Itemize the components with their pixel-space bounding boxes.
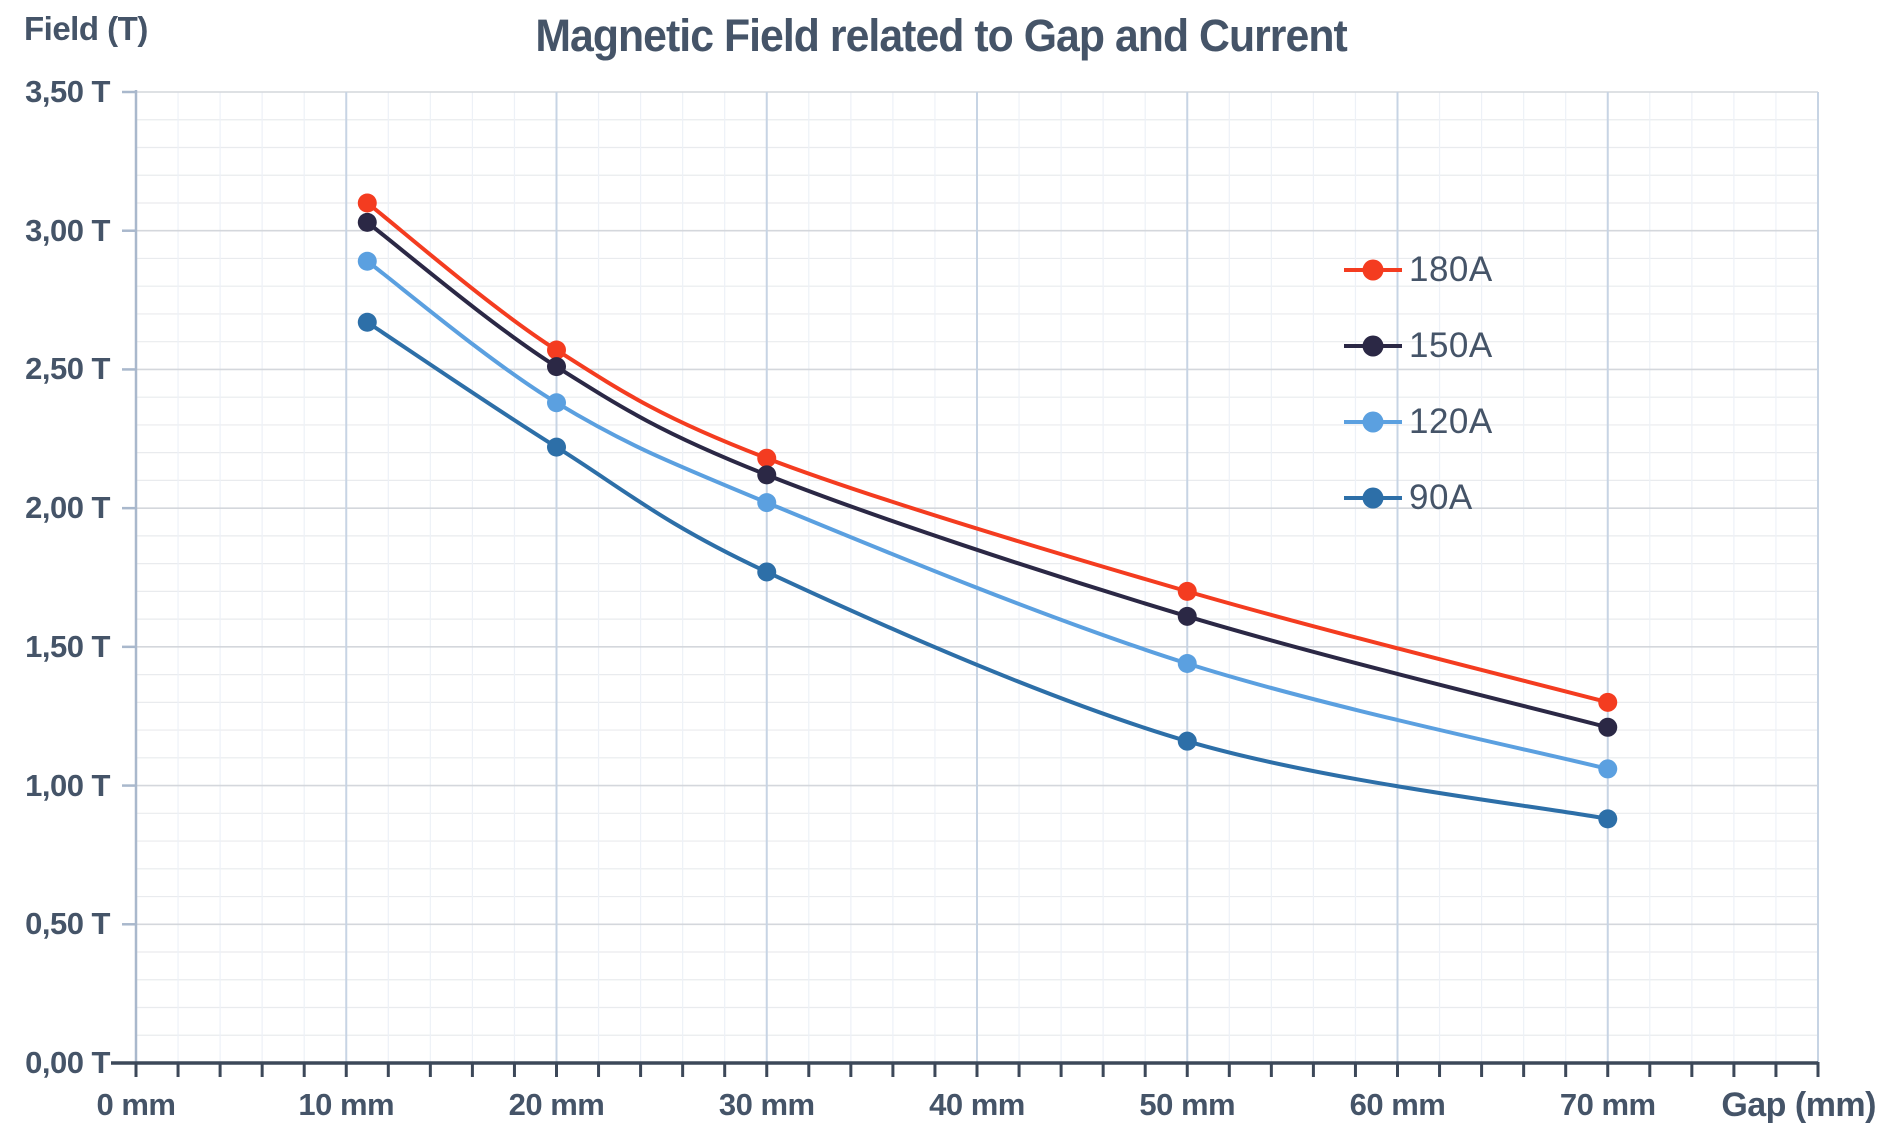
- x-tick-label-50: 50 mm: [1139, 1087, 1236, 1122]
- x-tick-label-70: 70 mm: [1559, 1087, 1656, 1122]
- data-point-120A-50mm: [1177, 654, 1197, 674]
- data-point-150A-20mm: [547, 357, 566, 377]
- legend-label-180A: 180A: [1409, 250, 1493, 289]
- data-point-120A-20mm: [547, 393, 566, 413]
- data-point-180A-70mm: [1598, 692, 1618, 712]
- legend-dot-90A: [1362, 487, 1384, 509]
- y-tick-label-2: 2,00 T: [25, 490, 110, 526]
- y-axis-title: Field (T): [24, 10, 148, 47]
- y-tick-label-2-5: 2,50 T: [25, 351, 110, 387]
- y-tick-label-3: 3,00 T: [25, 212, 110, 248]
- data-point-120A-70mm: [1598, 759, 1618, 779]
- data-point-150A-30mm: [757, 465, 777, 485]
- y-tick-label-1: 1,00 T: [25, 767, 110, 803]
- x-tick-label-60: 60 mm: [1349, 1087, 1446, 1122]
- data-point-180A-30mm: [757, 448, 777, 468]
- legend-label-150A: 150A: [1409, 326, 1493, 365]
- series-line-120A: [365, 259, 1610, 771]
- series-line-150A: [365, 220, 1610, 730]
- data-point-120A-30mm: [757, 493, 777, 513]
- y-tick-label-0: 0,00 T: [25, 1045, 110, 1080]
- x-tick-label-30: 30 mm: [718, 1087, 815, 1122]
- data-point-150A-11mm: [357, 212, 377, 232]
- y-tick-label-1-5: 1,50 T: [25, 628, 110, 664]
- data-point-120A-11mm: [357, 251, 377, 271]
- legend-dot-180A: [1362, 259, 1384, 281]
- legend-dot-120A: [1362, 411, 1384, 433]
- x-tick-label-10: 10 mm: [298, 1087, 395, 1122]
- data-point-90A-30mm: [757, 562, 777, 582]
- y-tick-label-3-5: 3,50 T: [25, 74, 110, 109]
- data-point-90A-50mm: [1177, 731, 1197, 751]
- data-point-180A-11mm: [357, 193, 377, 213]
- data-point-90A-70mm: [1598, 809, 1618, 829]
- series-line-90A: [365, 320, 1610, 821]
- y-tick-label-0-5: 0,50 T: [25, 906, 110, 942]
- data-point-90A-20mm: [547, 437, 566, 457]
- x-tick-label-20: 20 mm: [508, 1087, 605, 1122]
- data-point-180A-50mm: [1177, 581, 1197, 601]
- x-tick-label-40: 40 mm: [929, 1087, 1025, 1122]
- data-point-150A-70mm: [1598, 717, 1618, 737]
- legend-dot-150A: [1362, 335, 1384, 357]
- data-point-90A-11mm: [357, 312, 377, 332]
- series-line-180A: [365, 200, 1610, 705]
- data-point-180A-20mm: [547, 340, 566, 360]
- legend-label-120A: 120A: [1409, 402, 1493, 441]
- x-axis-title: Gap (mm): [1721, 1086, 1876, 1124]
- data-point-150A-50mm: [1177, 606, 1197, 626]
- legend-label-90A: 90A: [1409, 478, 1473, 517]
- x-tick-label-0: 0 mm: [96, 1087, 176, 1122]
